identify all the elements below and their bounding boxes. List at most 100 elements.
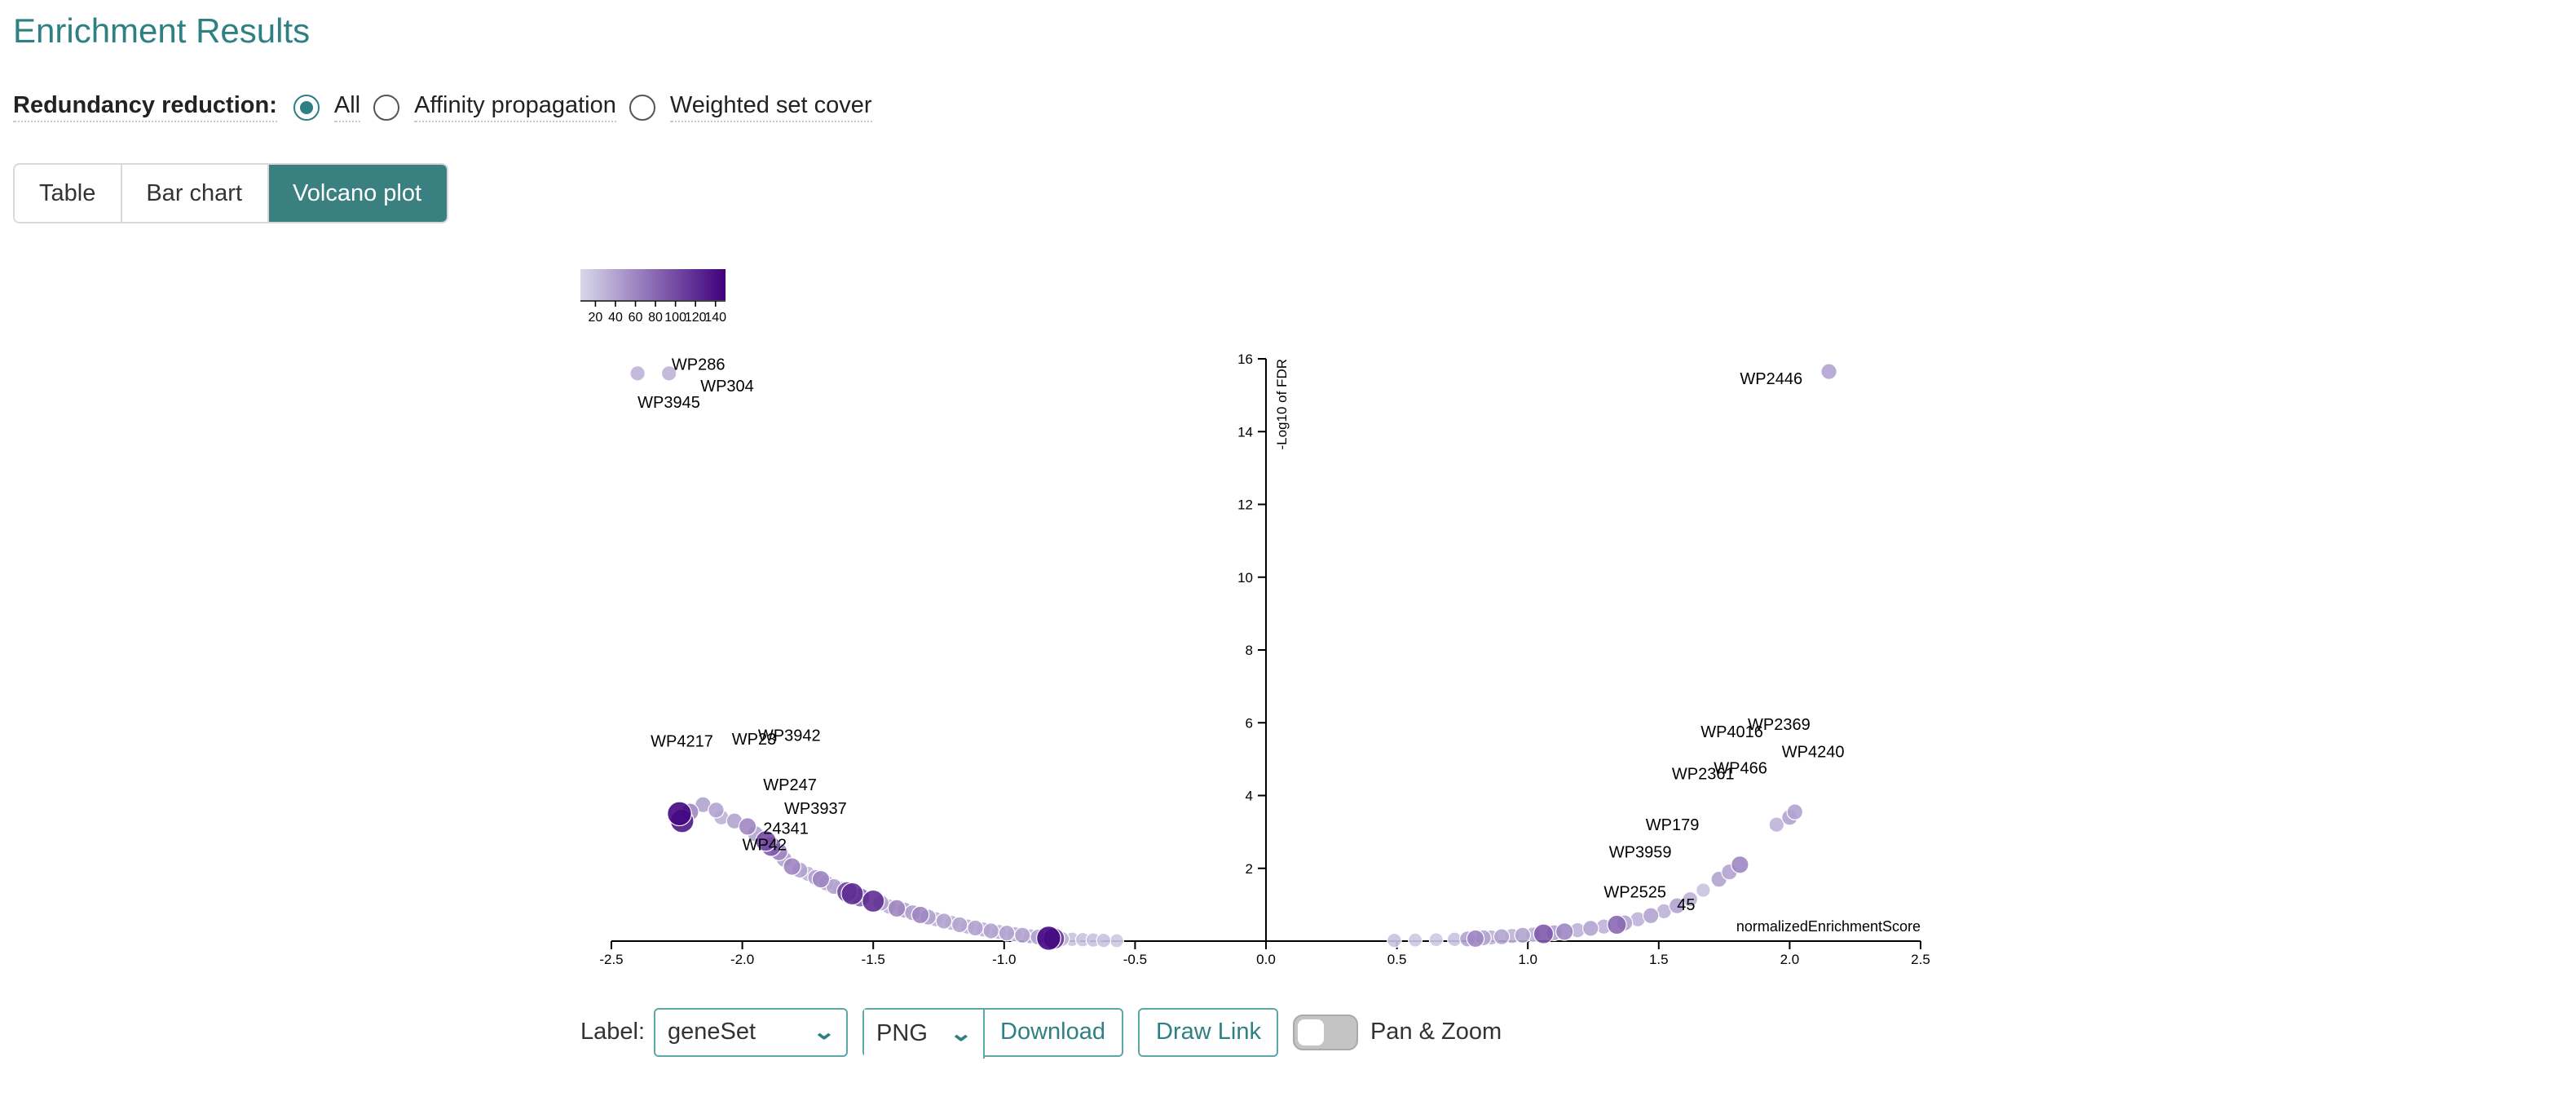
radio-affinity-icon[interactable] (373, 95, 400, 121)
point-label: WP4016 (1700, 723, 1763, 741)
radio-weighted-icon[interactable] (629, 95, 655, 121)
data-point (982, 922, 1000, 939)
data-point (1786, 803, 1804, 820)
x-tick-label: -2.0 (730, 952, 754, 967)
point-label: WP4217 (651, 732, 713, 750)
pan-zoom-toggle[interactable] (1293, 1015, 1359, 1050)
colorbar-tick-label: 140 (704, 311, 726, 325)
radio-all-icon[interactable] (293, 95, 320, 121)
data-point (1581, 920, 1599, 937)
data-point (783, 857, 801, 876)
point-label: 24341 (763, 820, 809, 838)
data-point (935, 913, 953, 930)
data-point (667, 801, 692, 827)
data-point (1036, 926, 1061, 951)
y-tick-label: 10 (1237, 570, 1253, 586)
data-point (1096, 932, 1112, 948)
data-point (1768, 816, 1785, 833)
point-label: WP2525 (1603, 883, 1666, 901)
data-point (862, 889, 885, 913)
y-tick-label: 8 (1246, 643, 1253, 658)
data-point (998, 924, 1016, 942)
data-point (1642, 907, 1660, 925)
y-tick-label: 12 (1237, 497, 1253, 513)
data-point (1466, 929, 1485, 948)
plot-controls: Label: geneSet ⌄ PNG ⌄ Download Draw Lin… (580, 1008, 1502, 1059)
point-label: WP2361 (1672, 765, 1735, 783)
data-point (1493, 928, 1511, 945)
point-label: 45 (1677, 896, 1695, 914)
data-point (887, 899, 906, 918)
data-point (708, 802, 725, 819)
point-label: WP3937 (784, 800, 847, 818)
x-tick-label: -1.5 (862, 952, 885, 967)
point-label: WP286 (672, 356, 726, 374)
y-tick-label: 6 (1246, 715, 1253, 731)
colorbar-tick-label: 100 (664, 311, 686, 325)
data-point (1013, 926, 1031, 944)
page-title: Enrichment Results (13, 13, 311, 51)
x-tick-label: 0.5 (1387, 952, 1407, 967)
download-button[interactable]: Download (1000, 1019, 1106, 1045)
x-tick-label: -1.0 (992, 952, 1016, 967)
data-point (1696, 882, 1711, 898)
point-label: WP466 (1714, 760, 1767, 778)
tab-table[interactable]: Table (15, 165, 122, 222)
label-select-value: geneSet (668, 1019, 756, 1045)
data-point (629, 365, 646, 382)
format-select[interactable]: PNG ⌄ (863, 1010, 985, 1059)
x-tick-label: 1.0 (1518, 952, 1537, 967)
x-tick-label: 2.0 (1780, 952, 1800, 967)
data-point (1428, 932, 1444, 948)
radio-option-all[interactable]: All (293, 93, 361, 122)
data-point (1820, 363, 1837, 380)
y-tick-label: 14 (1237, 424, 1253, 440)
point-label: WP3942 (758, 727, 821, 745)
point-label: WP3959 (1609, 843, 1672, 861)
radio-all-label[interactable]: All (333, 93, 361, 122)
radio-option-weighted[interactable]: Weighted set cover (629, 93, 872, 122)
x-tick-label: -2.5 (599, 952, 623, 967)
x-axis-label: normalizedEnrichmentScore (1736, 918, 1921, 935)
point-label: WP23 (732, 731, 776, 749)
label-select[interactable]: geneSet ⌄ (653, 1008, 848, 1057)
data-point (1682, 891, 1699, 908)
data-point (1109, 933, 1124, 948)
tab-bar-chart[interactable]: Bar chart (121, 165, 269, 222)
colorbar-tick-label: 20 (589, 311, 603, 325)
redundancy-label: Redundancy reduction: (13, 93, 277, 122)
data-point (738, 817, 757, 836)
point-label: WP2446 (1740, 370, 1802, 388)
colorbar-tick-label: 60 (629, 311, 643, 325)
x-tick-label: 2.5 (1911, 952, 1930, 967)
tab-volcano-plot[interactable]: Volcano plot (268, 165, 447, 222)
point-label: WP3945 (637, 394, 700, 412)
data-point (811, 869, 831, 889)
data-point (911, 905, 930, 925)
data-point (1408, 932, 1423, 948)
color-scale-bar (580, 269, 726, 300)
point-label: WP42 (743, 836, 787, 854)
radio-weighted-label[interactable]: Weighted set cover (669, 93, 872, 122)
data-point (1533, 923, 1555, 944)
x-tick-label: -0.5 (1123, 952, 1147, 967)
draw-link-button[interactable]: Draw Link (1138, 1008, 1279, 1057)
chevron-down-icon: ⌄ (948, 1021, 973, 1045)
data-point (1555, 922, 1574, 941)
radio-option-affinity[interactable]: Affinity propagation (373, 93, 616, 122)
toggle-knob (1298, 1019, 1325, 1045)
chevron-down-icon: ⌄ (811, 1019, 836, 1044)
label-caption: Label: (580, 1019, 646, 1045)
y-tick-label: 2 (1246, 861, 1253, 877)
data-point (1731, 855, 1749, 874)
x-tick-label: 1.5 (1649, 952, 1669, 967)
y-axis-label: -Log10 of FDR (1274, 359, 1290, 450)
point-label: WP4240 (1782, 744, 1845, 762)
point-label: WP247 (763, 776, 817, 794)
data-point (951, 916, 968, 934)
radio-affinity-label[interactable]: Affinity propagation (414, 93, 616, 122)
colorbar-tick-label: 40 (608, 311, 623, 325)
data-point (967, 919, 984, 937)
